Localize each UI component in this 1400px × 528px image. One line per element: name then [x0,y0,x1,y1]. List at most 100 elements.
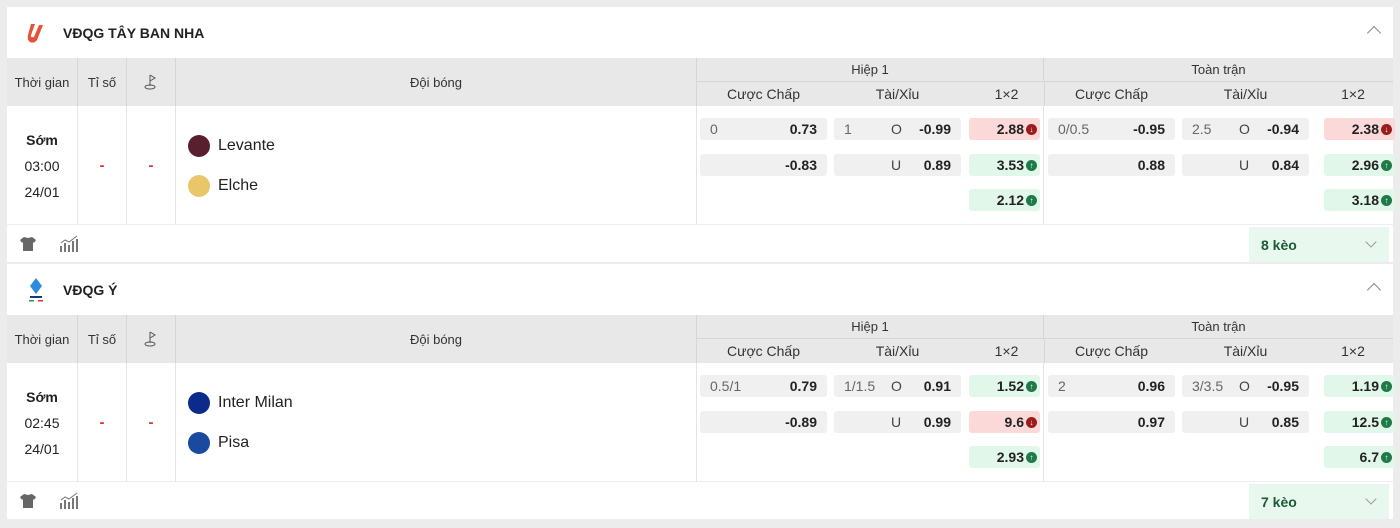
table-header: Thời gian Tỉ số Đội bóng Hiệp 1 Toàn trậ… [7,315,1393,363]
col-full-time: Toàn trận [1044,58,1393,82]
team-crest-icon [188,431,210,454]
arrow-up-icon: ↑ [1381,417,1392,428]
subcol-x12: 1×2 [969,82,1045,106]
corner-flag-icon [127,58,176,106]
subcol-handicap: Cược Chấp [726,343,801,359]
over-under-odds[interactable]: 3/3.5 O -0.95 [1182,375,1309,397]
subcol-over-under: Tài/Xỉu [1223,343,1268,359]
over-under-odds[interactable]: 1/1.5 O 0.91 [834,375,961,397]
match-row[interactable]: Sớm 02:45 24/01 - - Inter Milan Pisa 0.5… [7,363,1395,482]
home-team[interactable]: Inter Milan [188,383,293,423]
league-header[interactable]: VĐQG Ý [7,264,1393,315]
handicap-odds[interactable]: 0.88 [1048,154,1175,176]
match-time: Sớm 02:45 24/01 [7,363,78,482]
arrow-down-icon: ↓ [1026,417,1037,428]
col-time: Thời gian [7,315,78,363]
arrow-down-icon: ↓ [1026,124,1037,135]
more-odds-button[interactable]: 7 kèo [1249,484,1389,519]
over-under-odds[interactable]: U 0.85 [1182,411,1309,433]
over-under-odds[interactable]: 1 O -0.99 [834,118,961,140]
over-under-odds[interactable]: U 0.84 [1182,154,1309,176]
kickoff-time: 02:45 [24,414,60,431]
match-footer: 7 kèo [7,482,1393,519]
league-header[interactable]: VĐQG TÂY BAN NHA [7,7,1393,58]
match-status: Sớm [26,131,58,148]
team-crest-icon [188,391,210,414]
col-team: Đội bóng [176,58,697,106]
over-under-odds[interactable]: U 0.99 [834,411,961,433]
chevron-down-icon [1365,236,1377,248]
1x2-odds[interactable]: 2.88 ↓ [969,118,1040,140]
col-first-half: Hiệp 1 [697,58,1044,82]
home-team-name: Inter Milan [218,393,293,411]
league-section: VĐQG TÂY BAN NHA Thời gian Tỉ số Đội bón… [7,7,1395,262]
stats-chart-icon[interactable] [59,492,79,515]
col-first-half: Hiệp 1 [697,315,1044,339]
league-name: VĐQG TÂY BAN NHA [63,24,205,41]
corner-flag-icon [127,315,176,363]
subcol-x12: 1×2 [1341,86,1365,102]
corners: - [148,414,154,431]
handicap-odds[interactable]: 2 0.96 [1048,375,1175,397]
away-team[interactable]: Pisa [188,423,249,463]
home-team-name: Levante [218,136,275,154]
match-footer: 8 kèo [7,225,1393,262]
team-crest-icon [188,134,210,157]
league-logo-icon [23,20,49,46]
match-status: Sớm [26,388,58,405]
handicap-odds[interactable]: 0.97 [1048,411,1175,433]
subcol-x12: 1×2 [969,339,1045,363]
match-time: Sớm 03:00 24/01 [7,106,78,225]
arrow-up-icon: ↑ [1026,160,1037,171]
chevron-up-icon[interactable] [1366,282,1382,298]
subcol-handicap: Cược Chấp [1074,343,1149,359]
1x2-odds[interactable]: 1.52 ↑ [969,375,1040,397]
stats-chart-icon[interactable] [59,235,79,258]
handicap-odds[interactable]: 0.5/1 0.79 [700,375,827,397]
handicap-odds[interactable]: -0.83 [700,154,827,176]
handicap-odds[interactable]: -0.89 [700,411,827,433]
team-crest-icon [188,174,210,197]
over-under-odds[interactable]: 2.5 O -0.94 [1182,118,1309,140]
arrow-up-icon: ↑ [1026,381,1037,392]
chevron-up-icon[interactable] [1366,25,1382,41]
score: - [99,414,105,431]
arrow-up-icon: ↑ [1381,452,1392,463]
1x2-odds[interactable]: 2.38 ↓ [1324,118,1395,140]
arrow-up-icon: ↑ [1026,452,1037,463]
shirt-icon[interactable] [19,492,37,515]
more-odds-button[interactable]: 8 kèo [1249,227,1389,262]
home-team[interactable]: Levante [188,126,275,166]
arrow-down-icon: ↓ [1381,124,1392,135]
1x2-odds[interactable]: 6.7 ↑ [1324,446,1395,468]
arrow-up-icon: ↑ [1026,195,1037,206]
league-name: VĐQG Ý [63,281,118,298]
handicap-odds[interactable]: 0 0.73 [700,118,827,140]
subcol-handicap: Cược Chấp [726,86,801,102]
chevron-down-icon [1365,493,1377,505]
1x2-odds[interactable]: 1.19 ↑ [1324,375,1395,397]
1x2-odds[interactable]: 2.96 ↑ [1324,154,1395,176]
subcol-x12: 1×2 [1341,343,1365,359]
match-date: 24/01 [24,440,60,457]
handicap-odds[interactable]: 0/0.5 -0.95 [1048,118,1175,140]
1x2-odds[interactable]: 3.53 ↑ [969,154,1040,176]
1x2-odds[interactable]: 3.18 ↑ [1324,189,1395,211]
league-section: VĐQG Ý Thời gian Tỉ số Đội bóng Hiệp 1 T… [7,264,1395,519]
match-date: 24/01 [24,183,60,200]
subcol-over-under: Tài/Xỉu [875,86,920,102]
1x2-odds[interactable]: 9.6 ↓ [969,411,1040,433]
shirt-icon[interactable] [19,235,37,258]
col-time: Thời gian [7,58,78,106]
subcol-over-under: Tài/Xỉu [875,343,920,359]
kickoff-time: 03:00 [24,157,60,174]
away-team[interactable]: Elche [188,166,258,206]
over-under-odds[interactable]: U 0.89 [834,154,961,176]
table-header: Thời gian Tỉ số Đội bóng Hiệp 1 Toàn trậ… [7,58,1393,106]
1x2-odds[interactable]: 12.5 ↑ [1324,411,1395,433]
col-score: Tỉ số [78,315,127,363]
1x2-odds[interactable]: 2.93 ↑ [969,446,1040,468]
match-row[interactable]: Sớm 03:00 24/01 - - Levante Elche 0 0.73 1… [7,106,1395,225]
subcol-over-under: Tài/Xỉu [1223,86,1268,102]
1x2-odds[interactable]: 2.12 ↑ [969,189,1040,211]
